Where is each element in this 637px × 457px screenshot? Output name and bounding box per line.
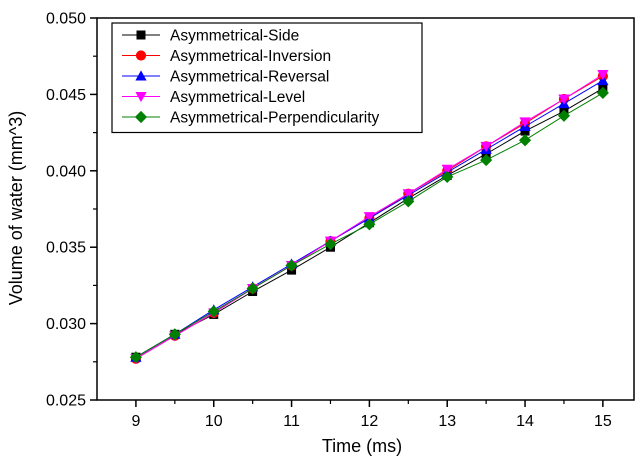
legend-marker	[135, 50, 147, 61]
x-tick-label: 15	[594, 413, 612, 430]
data-point	[519, 117, 531, 128]
data-point	[558, 94, 570, 105]
data-point	[518, 134, 532, 147]
legend-marker	[134, 110, 148, 124]
data-point	[129, 351, 142, 364]
y-tick-label: 0.035	[46, 240, 86, 257]
legend-item: Asymmetrical-Reversal	[122, 69, 329, 86]
data-point	[481, 149, 491, 159]
y-tick-label: 0.045	[46, 87, 86, 104]
x-tick-label: 12	[360, 413, 378, 430]
data-point	[520, 126, 530, 136]
legend-label: Asymmetrical-Side	[170, 28, 299, 45]
data-point	[207, 305, 220, 318]
data-point	[441, 170, 454, 183]
data-point	[168, 328, 181, 341]
legend-label: Asymmetrical-Perpendicularity	[170, 110, 380, 127]
y-tick-label: 0.050	[46, 11, 86, 28]
axes: 9 10 11 12 13 14 15 0.025 0.030 0.035 0.040 0.045 0.…	[46, 11, 635, 430]
series-layer	[129, 70, 609, 365]
data-point	[480, 154, 493, 167]
y-tick-label: 0.030	[46, 316, 86, 333]
data-point	[596, 86, 609, 99]
data-point	[557, 109, 571, 122]
legend-label: Asymmetrical-Inversion	[170, 48, 331, 65]
data-point	[402, 195, 415, 208]
data-point	[363, 218, 376, 231]
data-point	[441, 164, 453, 175]
x-tick-label: 14	[516, 413, 534, 430]
x-axis-title: Time (ms)	[322, 436, 402, 456]
data-point	[285, 259, 298, 272]
legend-label: Asymmetrical-Level	[170, 89, 305, 106]
x-tick-label: 9	[131, 413, 140, 430]
x-tick-label: 11	[283, 413, 300, 430]
y-tick-label: 0.040	[46, 163, 86, 180]
legend-item: Asymmetrical-Level	[122, 89, 305, 106]
y-axis-title: Volume of water (mm^3)	[6, 111, 26, 306]
legend-marker	[135, 92, 147, 103]
data-point	[363, 212, 376, 223]
legend: Asymmetrical-Side Asymmetrical-Inversion A…	[111, 22, 423, 134]
data-point	[480, 141, 492, 152]
data-point	[324, 238, 337, 251]
x-tick-label: 10	[205, 413, 223, 430]
data-point	[597, 70, 609, 81]
data-point	[402, 189, 414, 200]
legend-box	[111, 22, 423, 134]
series-5	[129, 86, 609, 364]
x-tick-label: 13	[438, 413, 456, 430]
legend-item: Asymmetrical-Inversion	[122, 48, 331, 65]
data-point	[246, 282, 259, 295]
y-tick-label: 0.025	[46, 393, 86, 410]
legend-marker	[135, 70, 147, 81]
legend-marker	[136, 30, 146, 40]
legend-item: Asymmetrical-Perpendicularity	[122, 110, 380, 127]
legend-label: Asymmetrical-Reversal	[170, 69, 329, 86]
legend-item: Asymmetrical-Side	[122, 28, 299, 45]
